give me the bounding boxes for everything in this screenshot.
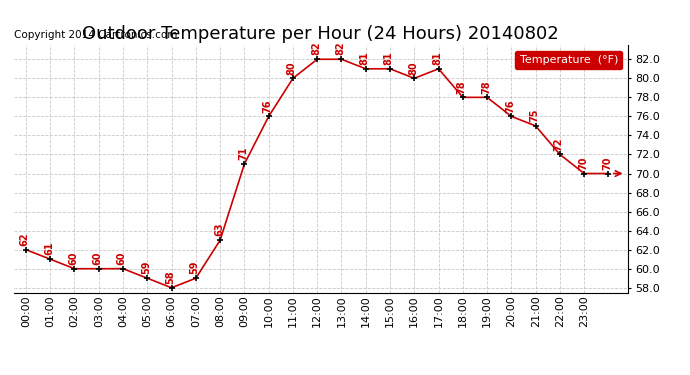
Text: 78: 78: [481, 80, 491, 93]
Title: Outdoor Temperature per Hour (24 Hours) 20140802: Outdoor Temperature per Hour (24 Hours) …: [83, 26, 559, 44]
Text: 72: 72: [553, 137, 564, 151]
Text: 81: 81: [384, 51, 394, 65]
Text: 70: 70: [578, 156, 588, 170]
Text: 78: 78: [457, 80, 466, 93]
Text: 80: 80: [287, 61, 297, 75]
Text: 59: 59: [141, 261, 151, 274]
Text: 63: 63: [214, 223, 224, 236]
Text: 82: 82: [311, 42, 321, 56]
Text: 60: 60: [92, 251, 103, 265]
Text: 75: 75: [529, 109, 540, 122]
Text: 61: 61: [44, 242, 54, 255]
Text: 80: 80: [408, 61, 418, 75]
Text: 76: 76: [262, 99, 273, 112]
Legend: Temperature  (°F): Temperature (°F): [515, 51, 622, 69]
Text: 71: 71: [238, 147, 248, 160]
Text: 81: 81: [359, 51, 370, 65]
Text: 82: 82: [335, 42, 345, 56]
Text: 59: 59: [190, 261, 199, 274]
Text: 81: 81: [433, 51, 442, 65]
Text: 76: 76: [505, 99, 515, 112]
Text: 70: 70: [602, 156, 612, 170]
Text: 60: 60: [117, 251, 127, 265]
Text: 60: 60: [68, 251, 78, 265]
Text: 58: 58: [166, 270, 175, 284]
Text: Copyright 2014 Cartronics.com: Copyright 2014 Cartronics.com: [14, 30, 177, 40]
Text: 62: 62: [20, 232, 30, 246]
